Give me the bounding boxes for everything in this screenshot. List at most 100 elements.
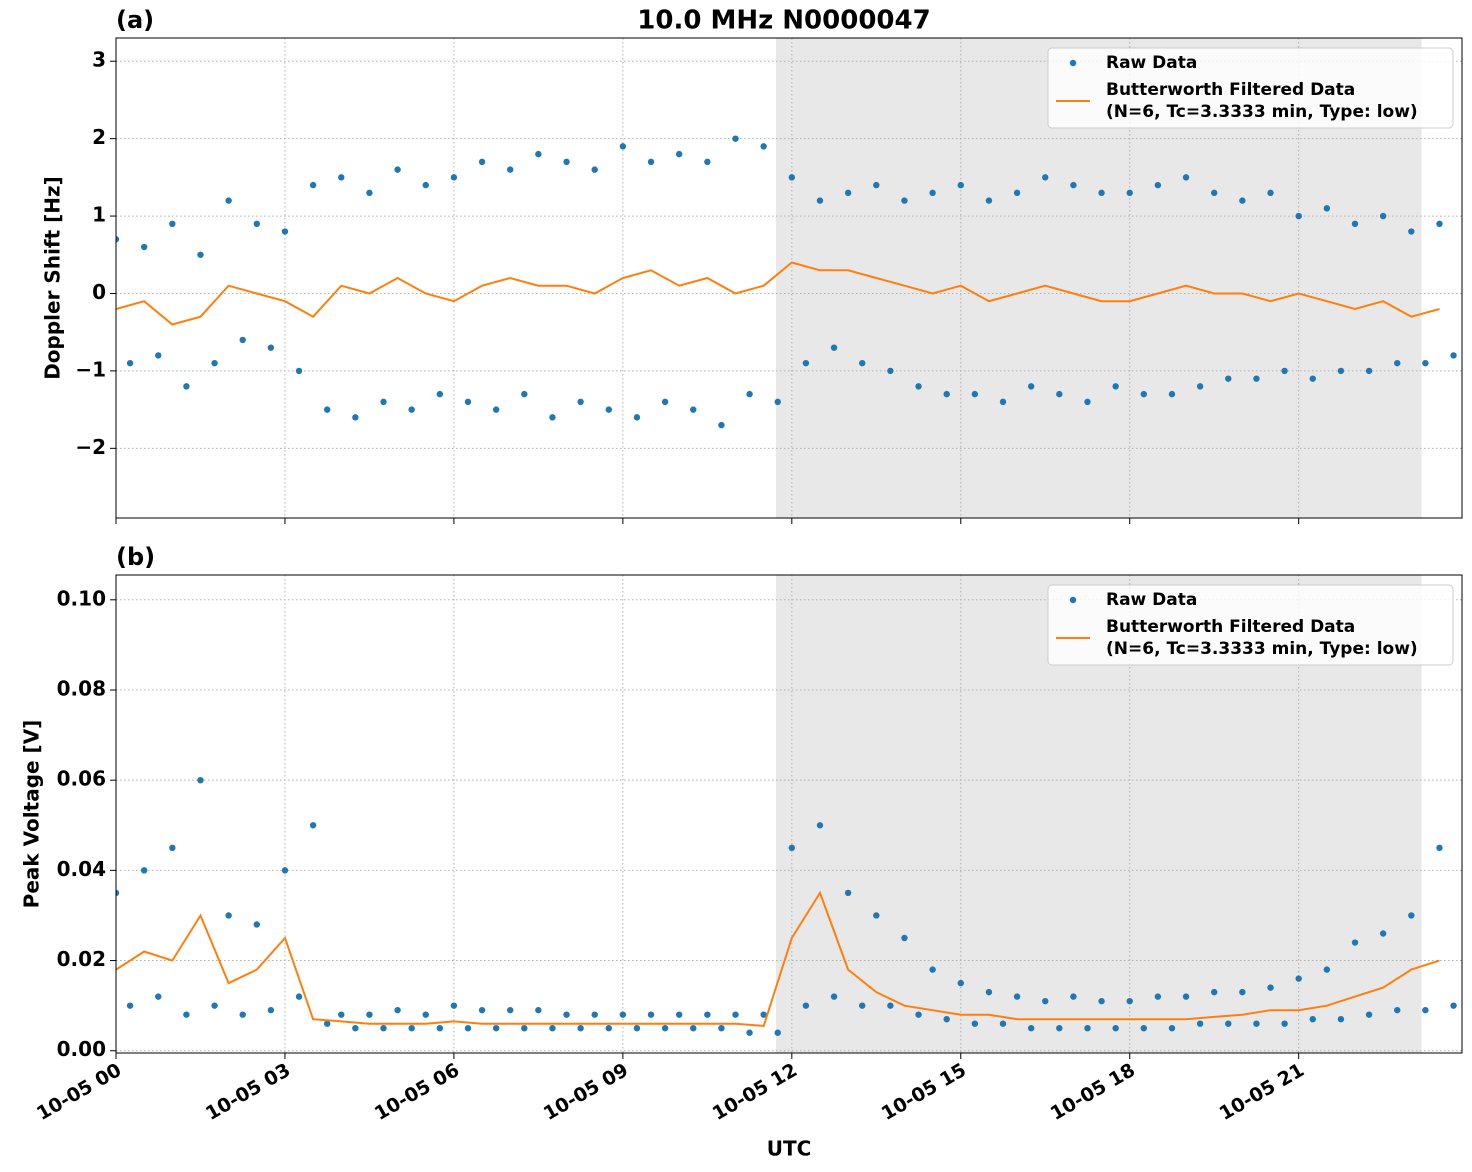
raw-data-point [788,174,796,181]
raw-data-point [211,1002,218,1009]
raw-data-point [1056,390,1063,398]
raw-data-point [563,158,570,166]
raw-data-point [1168,390,1176,398]
raw-data-point [1211,189,1218,197]
y-tick-label: 0.04 [57,857,106,881]
raw-data-point [915,383,922,390]
y-tick-label: −2 [75,435,106,459]
legend-label: Butterworth Filtered Data (N=6, Tc=3.3333… [1106,80,1418,122]
raw-data-point [1450,1002,1457,1009]
raw-data-point [422,181,429,189]
raw-data-point [366,189,373,197]
raw-data-point [1351,939,1359,946]
raw-data-point [577,398,584,406]
raw-data-point [1140,1024,1148,1032]
raw-data-point [155,993,162,1000]
raw-data-point [422,1011,429,1018]
y-tick-label: 0.02 [57,947,106,971]
raw-data-point [901,197,908,204]
filtered-line [116,890,1440,1027]
raw-data-point [116,889,120,897]
raw-data-point [239,1011,246,1018]
raw-data-point [380,1024,387,1032]
raw-data-point [1309,1015,1316,1023]
raw-data-point [1196,1020,1204,1027]
raw-data-point [704,158,711,166]
raw-data-point [225,912,232,919]
y-tick-label: 0.10 [57,586,106,610]
raw-data-point [267,344,275,351]
y-tick-label: 3 [92,48,106,72]
raw-data-point [802,1002,810,1009]
raw-data-point [971,390,979,398]
raw-data-point [1379,212,1387,220]
raw-data-point [126,359,134,367]
raw-data-point [661,1024,669,1032]
raw-data-point [478,158,486,166]
raw-data-point [1365,367,1373,375]
raw-data-point [591,166,598,173]
filtered-line [116,261,1440,326]
raw-data-point [492,1024,500,1032]
raw-data-point [450,174,458,181]
raw-data-point [1253,1020,1260,1027]
raw-data-point [929,966,936,973]
raw-data-point [1154,993,1162,1000]
raw-data-point [844,189,852,197]
raw-data-point [183,383,190,390]
legend-marker [1069,59,1077,67]
x-tick-label: 10-05 15 [878,1059,970,1125]
raw-data-point [140,867,148,874]
raw-data-point [1112,1024,1119,1032]
raw-data-point [802,359,810,367]
y-tick-label: 0.08 [57,676,106,700]
raw-data-point [507,166,514,173]
raw-data-point [295,993,303,1000]
raw-data-point [563,1011,570,1018]
legend-marker [1069,596,1077,604]
raw-data-point [1084,1024,1091,1032]
raw-data-point [619,143,627,150]
raw-data-point [830,344,838,351]
raw-data-point [1182,174,1190,181]
raw-data-point [1211,988,1218,996]
raw-data-point [774,1029,781,1036]
raw-data-point [1253,375,1260,382]
raw-data-point [352,414,359,421]
raw-data-point [253,921,260,928]
raw-data-point [1112,383,1119,390]
x-tick-label: 10-05 21 [1216,1059,1308,1125]
raw-data-point [464,398,472,406]
axes-frame [115,574,1463,1054]
raw-data-point [760,1011,767,1018]
raw-data-point [1351,220,1359,228]
y-tick-label: 2 [92,125,106,149]
raw-data-point [1084,398,1091,406]
raw-data-point [1042,997,1049,1005]
panel-label: (b) [116,543,155,571]
raw-data-point [309,822,317,829]
raw-data-point [394,1006,401,1014]
raw-data-point [760,143,767,150]
raw-data-point [1042,174,1049,181]
raw-data-point [1267,984,1274,991]
raw-data-point [633,414,641,421]
raw-data-point [1281,367,1288,375]
raw-data-point [690,406,697,413]
raw-data-point [1027,383,1035,390]
raw-data-point [352,1024,359,1032]
raw-data-point [169,844,176,852]
raw-data-point [1239,197,1246,204]
legend-label: Butterworth Filtered Data (N=6, Tc=3.3333… [1106,617,1418,659]
x-axis-label: UTC [767,1137,812,1161]
raw-data-point [309,181,317,189]
raw-data-point [1408,912,1415,919]
y-tick-label: 0.00 [57,1037,106,1061]
raw-data-point [873,912,880,919]
x-tick-label: 10-05 03 [202,1059,294,1125]
raw-data-point [591,1011,598,1018]
raw-data-point [253,220,260,228]
raw-data-point [844,889,852,897]
legend-label: Raw Data [1106,590,1197,610]
raw-data-point [338,1011,345,1018]
